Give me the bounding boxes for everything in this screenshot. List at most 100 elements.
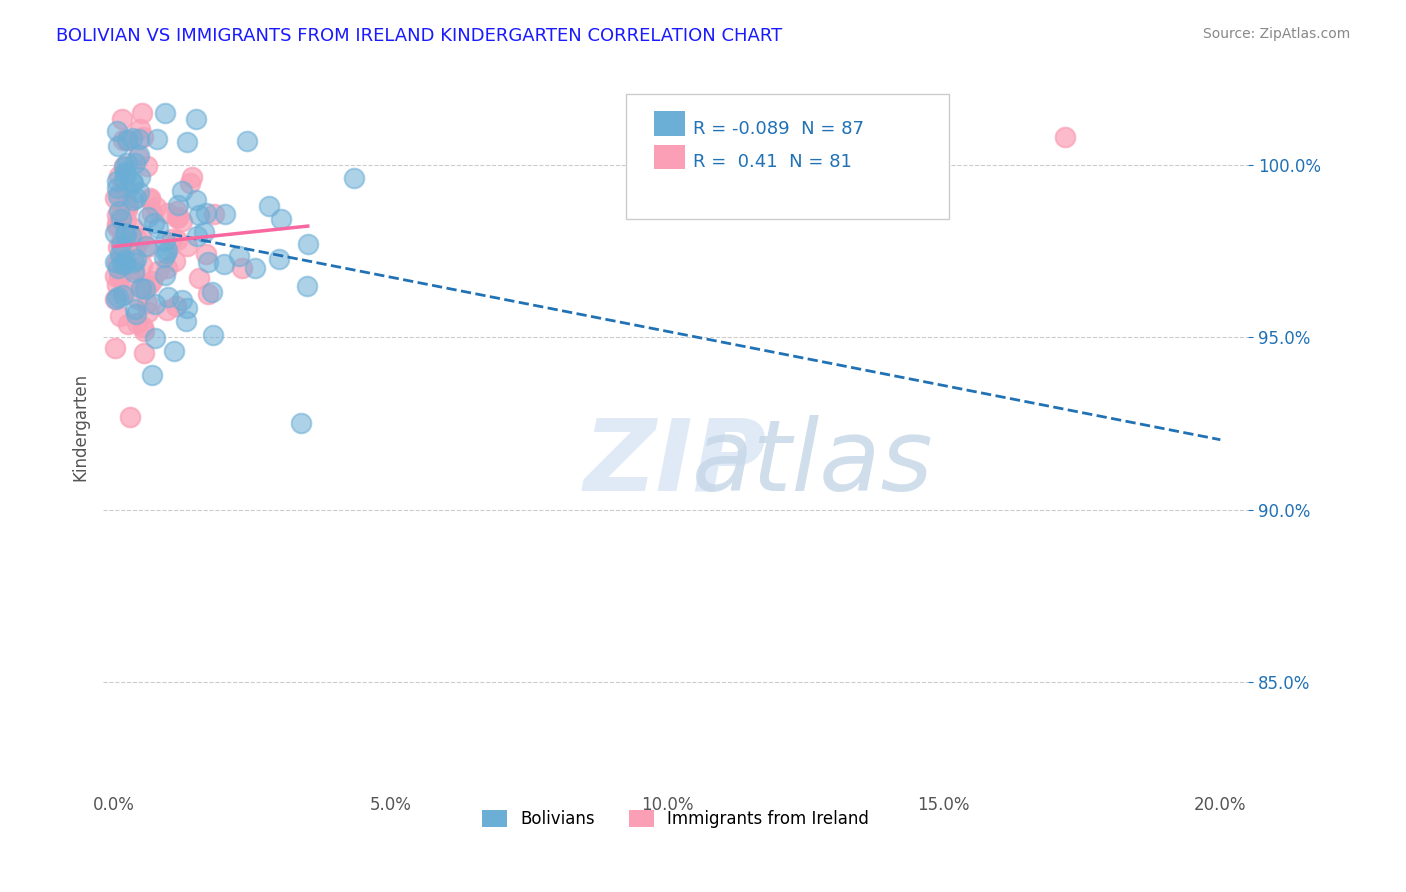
Bolivians <box>105 180 128 194</box>
Immigrants from Ireland <box>117 198 139 212</box>
Bolivians <box>104 227 127 241</box>
Bolivians <box>176 135 198 149</box>
Bolivians <box>193 225 215 239</box>
Bolivians <box>155 244 177 258</box>
Bolivians <box>146 132 169 146</box>
Immigrants from Ireland <box>125 316 148 330</box>
Immigrants from Ireland <box>115 202 138 217</box>
Bolivians <box>112 172 135 186</box>
Bolivians <box>131 281 153 295</box>
Immigrants from Ireland <box>112 159 135 173</box>
Bolivians <box>143 216 166 230</box>
Bolivians <box>153 234 176 248</box>
Immigrants from Ireland <box>202 207 225 221</box>
Bolivians <box>105 174 128 188</box>
Bolivians <box>110 238 132 252</box>
Bolivians <box>267 252 290 267</box>
Bolivians <box>104 254 127 268</box>
Immigrants from Ireland <box>114 241 136 255</box>
Immigrants from Ireland <box>105 218 128 232</box>
Bolivians <box>236 134 259 148</box>
Bolivians <box>117 155 139 169</box>
Immigrants from Ireland <box>231 260 253 275</box>
Bolivians <box>107 139 129 153</box>
Bolivians <box>107 124 129 138</box>
Bolivians <box>114 252 136 267</box>
Text: atlas: atlas <box>692 415 934 511</box>
Immigrants from Ireland <box>108 268 131 283</box>
Bolivians <box>186 229 208 244</box>
Bolivians <box>146 221 169 235</box>
Immigrants from Ireland <box>114 236 136 251</box>
Immigrants from Ireland <box>136 159 159 173</box>
Immigrants from Ireland <box>146 264 169 278</box>
Bolivians <box>176 301 198 315</box>
Immigrants from Ireland <box>179 176 201 190</box>
Bolivians <box>115 227 138 242</box>
Immigrants from Ireland <box>163 253 186 268</box>
Immigrants from Ireland <box>155 205 177 219</box>
Immigrants from Ireland <box>122 276 145 290</box>
Immigrants from Ireland <box>131 259 153 273</box>
Immigrants from Ireland <box>1054 130 1077 145</box>
Bolivians <box>214 207 236 221</box>
Bolivians <box>114 165 136 179</box>
Bolivians <box>135 239 157 253</box>
Bolivians <box>212 257 235 271</box>
Immigrants from Ireland <box>104 268 127 283</box>
Bolivians <box>125 307 148 321</box>
Bolivians <box>290 416 312 430</box>
Bolivians <box>172 293 194 307</box>
Immigrants from Ireland <box>131 281 153 295</box>
Immigrants from Ireland <box>111 249 134 263</box>
Bolivians <box>115 133 138 147</box>
Text: BOLIVIAN VS IMMIGRANTS FROM IRELAND KINDERGARTEN CORRELATION CHART: BOLIVIAN VS IMMIGRANTS FROM IRELAND KIND… <box>56 27 783 45</box>
Bolivians <box>128 148 150 162</box>
Bolivians <box>141 368 163 382</box>
Immigrants from Ireland <box>108 187 131 202</box>
Bolivians <box>201 328 224 343</box>
Bolivians <box>107 189 129 203</box>
Immigrants from Ireland <box>176 239 198 253</box>
Bolivians <box>297 237 319 252</box>
Immigrants from Ireland <box>141 274 163 288</box>
Immigrants from Ireland <box>132 130 155 145</box>
Bolivians <box>124 255 146 269</box>
Immigrants from Ireland <box>127 150 149 164</box>
Bolivians <box>153 106 176 120</box>
Bolivians <box>157 290 180 304</box>
Bolivians <box>124 301 146 316</box>
Immigrants from Ireland <box>166 233 188 247</box>
Immigrants from Ireland <box>166 211 188 225</box>
Immigrants from Ireland <box>136 240 159 254</box>
Immigrants from Ireland <box>104 341 127 355</box>
Bolivians <box>153 250 176 264</box>
Immigrants from Ireland <box>124 262 146 277</box>
Bolivians <box>194 206 217 220</box>
Immigrants from Ireland <box>166 203 188 218</box>
Bolivians <box>128 132 150 146</box>
Immigrants from Ireland <box>156 261 179 276</box>
Bolivians <box>124 155 146 169</box>
Immigrants from Ireland <box>127 293 149 307</box>
Bolivians <box>167 198 190 212</box>
Immigrants from Ireland <box>129 121 152 136</box>
Immigrants from Ireland <box>197 286 219 301</box>
Bolivians <box>228 249 250 263</box>
Bolivians <box>125 252 148 267</box>
Immigrants from Ireland <box>115 199 138 213</box>
Bolivians <box>129 170 152 185</box>
Immigrants from Ireland <box>138 193 160 207</box>
Text: ZIP: ZIP <box>583 415 768 511</box>
Bolivians <box>188 208 211 222</box>
Immigrants from Ireland <box>112 134 135 148</box>
Bolivians <box>155 246 177 260</box>
Immigrants from Ireland <box>108 268 131 283</box>
Text: Source: ZipAtlas.com: Source: ZipAtlas.com <box>1202 27 1350 41</box>
Bolivians <box>105 292 128 306</box>
Bolivians <box>136 211 159 225</box>
Immigrants from Ireland <box>108 169 131 183</box>
Bolivians <box>128 185 150 199</box>
Bolivians <box>110 212 132 227</box>
Bolivians <box>143 331 166 345</box>
